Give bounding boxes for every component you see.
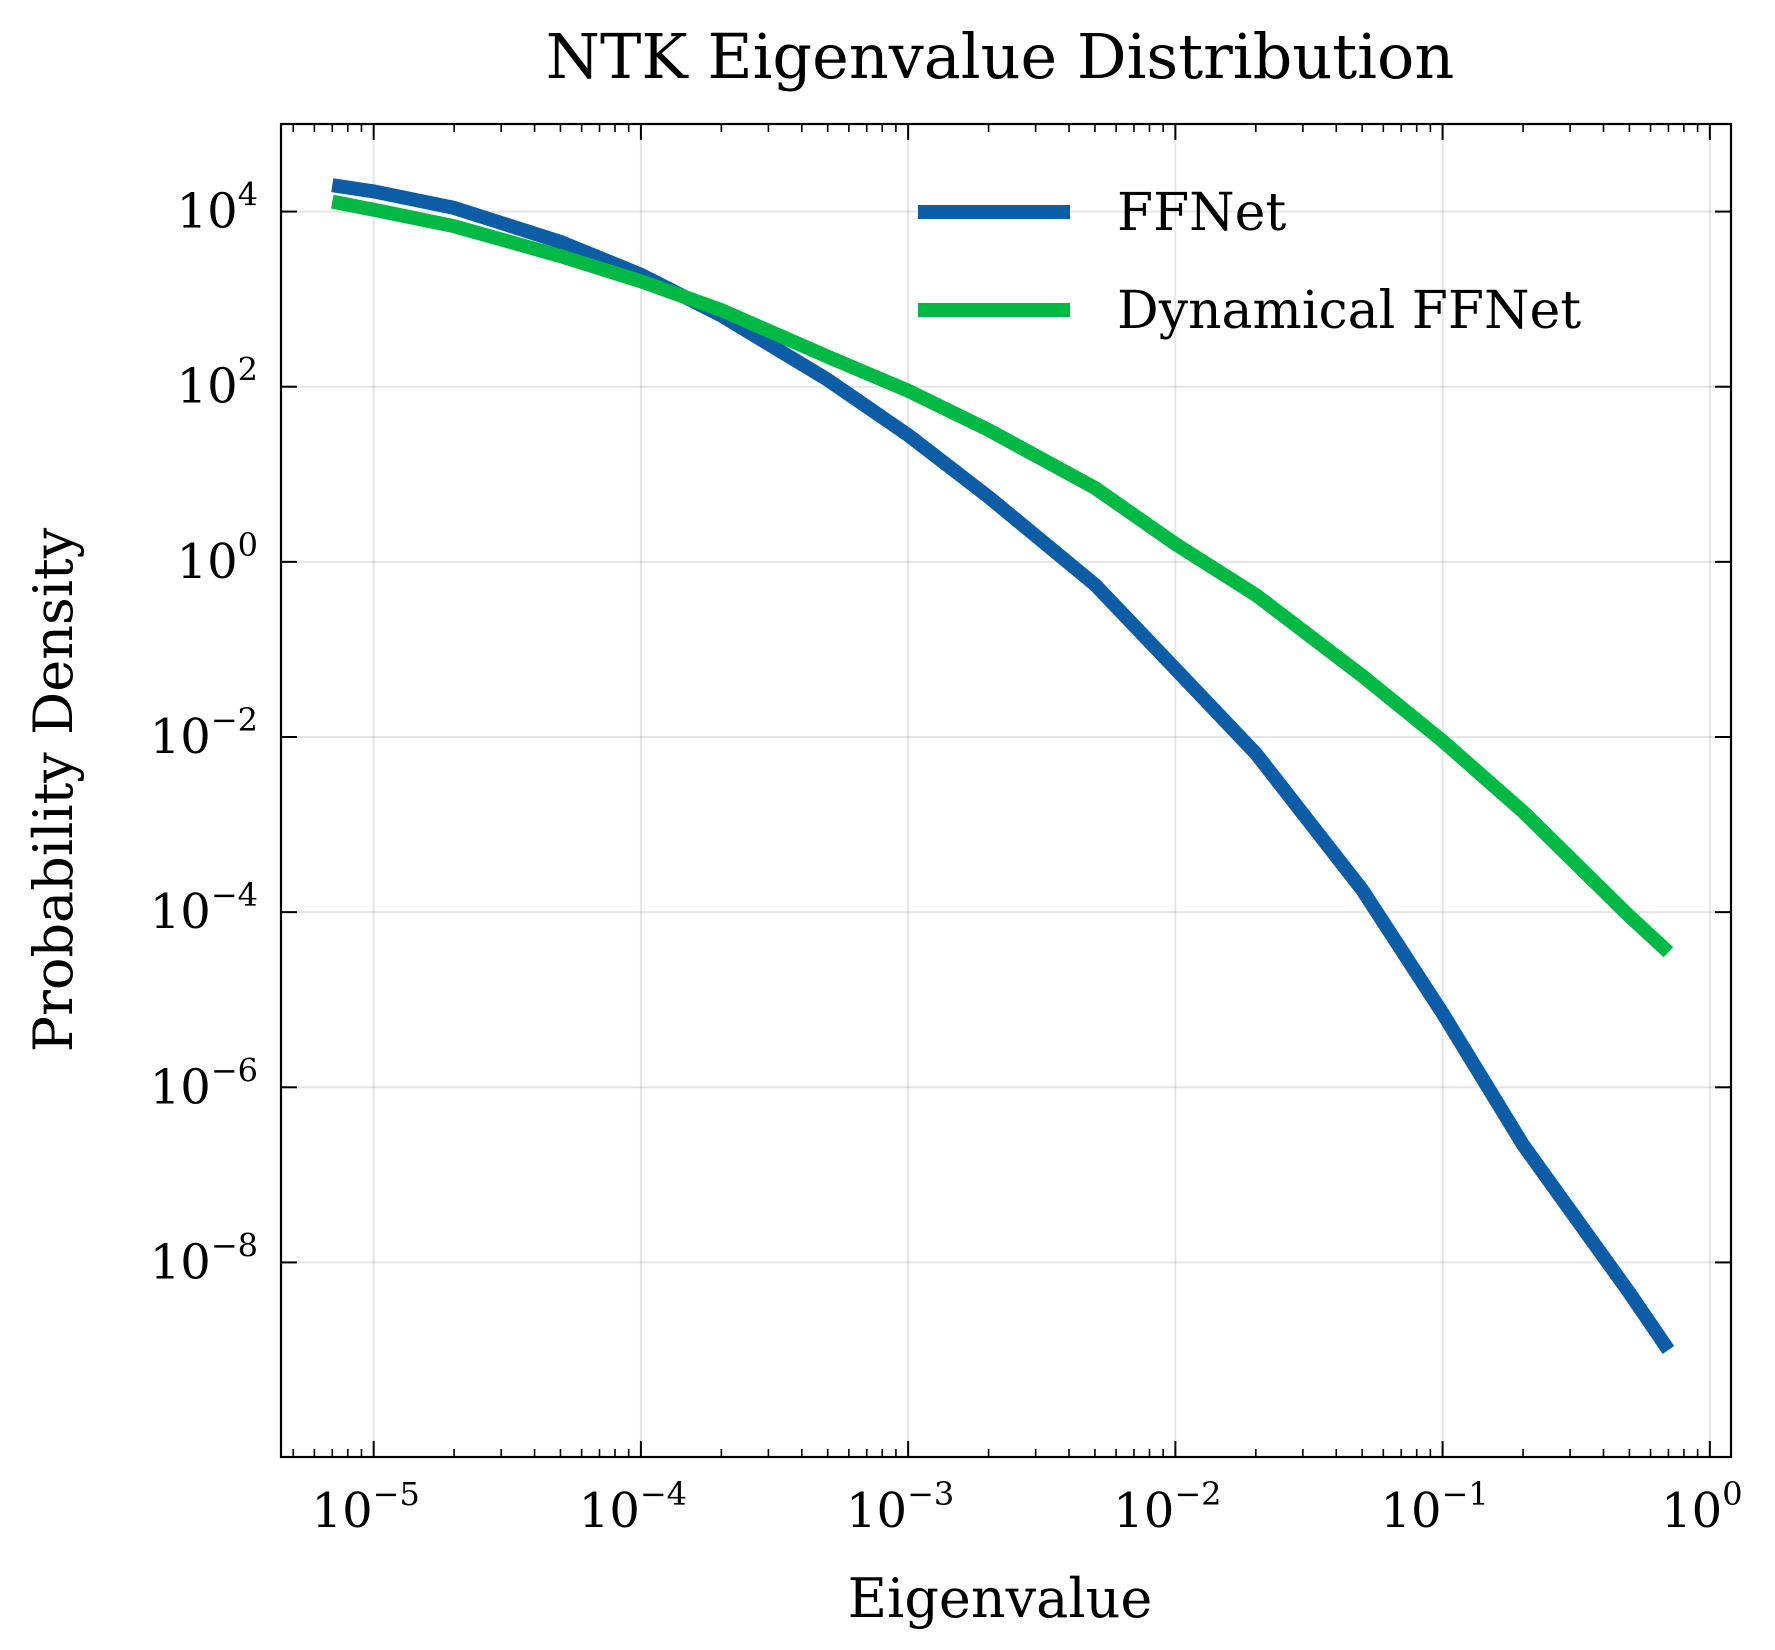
legend-label-1: FFNet xyxy=(1117,183,1286,243)
y-tick-label: 10−8 xyxy=(150,1226,258,1290)
x-tick-label: 10−4 xyxy=(579,1475,687,1539)
x-tick-label: 10−3 xyxy=(846,1475,954,1539)
legend-label-2: Dynamical FFNet xyxy=(1117,281,1581,341)
x-tick-labels: 10−5 10−4 10−3 10−2 10−1 100 xyxy=(312,1475,1743,1539)
y-tick-label: 10−6 xyxy=(150,1051,258,1115)
ticks xyxy=(281,124,1731,1457)
y-tick-label: 10−2 xyxy=(150,701,258,765)
x-tick-label: 10−5 xyxy=(312,1475,420,1539)
x-axis-label: Eigenvalue xyxy=(848,1567,1153,1630)
chart-title: NTK Eigenvalue Distribution xyxy=(546,20,1455,93)
series-group xyxy=(330,178,1675,1354)
grid xyxy=(281,124,1731,1457)
x-tick-label: 10−1 xyxy=(1380,1475,1488,1539)
x-tick-label: 100 xyxy=(1661,1475,1742,1539)
plot-frame xyxy=(279,122,1733,1459)
y-axis-label: Probability Density xyxy=(22,527,85,1052)
x-tick-label: 10−2 xyxy=(1113,1475,1221,1539)
legend: FFNet Dynamical FFNet xyxy=(918,183,1581,341)
y-tick-label: 102 xyxy=(177,351,258,415)
y-tick-label: 10−4 xyxy=(150,876,258,940)
y-tick-label: 104 xyxy=(177,176,258,240)
y-tick-labels: 104 102 100 10−2 10−4 10−6 10−8 xyxy=(150,176,258,1291)
series-line-2 xyxy=(330,194,1674,958)
series-line-1 xyxy=(331,178,1675,1354)
y-tick-label: 100 xyxy=(177,526,258,590)
